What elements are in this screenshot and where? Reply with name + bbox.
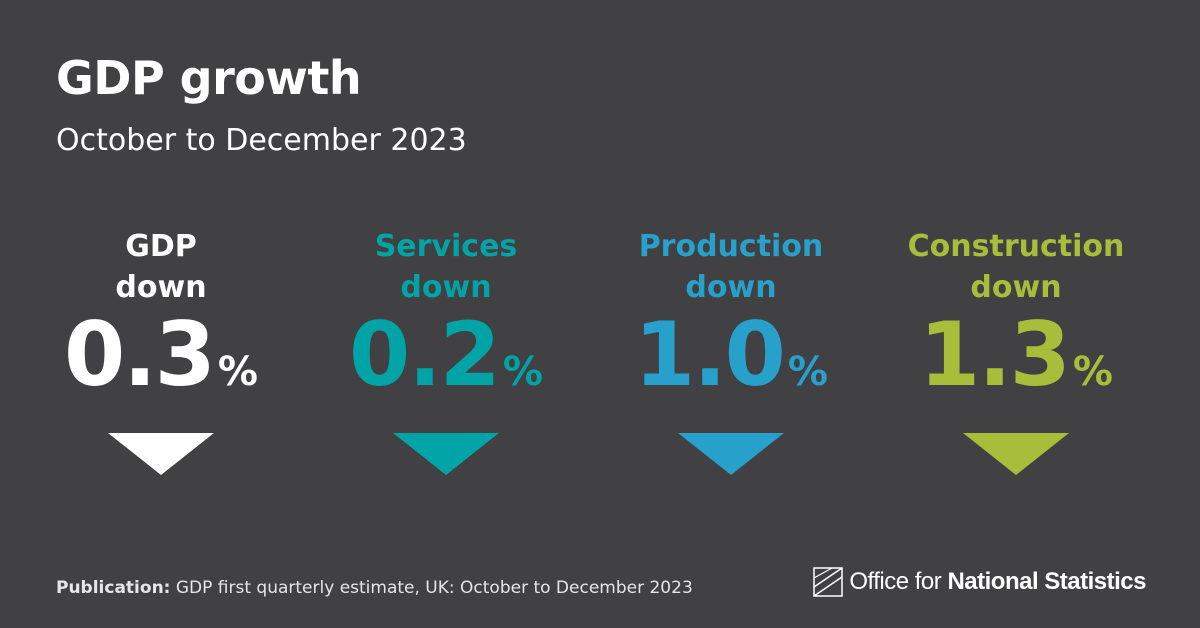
stat-gdp: GDP down 0.3%: [21, 226, 301, 475]
stat-unit: %: [502, 349, 543, 395]
stat-value: 1.3: [919, 303, 1071, 406]
stat-unit: %: [787, 349, 828, 395]
stat-label-line2: down: [400, 270, 492, 305]
stat-label-line1: Production: [638, 229, 824, 264]
stat-label-line2: down: [115, 270, 207, 305]
page-subtitle: October to December 2023: [56, 123, 467, 158]
stat-unit: %: [217, 349, 258, 395]
stat-label-line1: Services: [374, 229, 518, 264]
publication-text: GDP first quarterly estimate, UK: Octobe…: [170, 578, 693, 598]
page-title: GDP growth: [56, 51, 362, 105]
footer-publication: Publication: GDP first quarterly estimat…: [56, 576, 693, 600]
stat-label-line2: down: [685, 270, 777, 305]
publication-label: Publication:: [56, 578, 171, 598]
down-arrow-icon: [963, 433, 1069, 475]
down-arrow-icon: [393, 433, 499, 475]
stat-label-line1: GDP: [125, 229, 197, 264]
ons-logo-icon: [813, 567, 844, 597]
stat-value: 0.3: [64, 303, 216, 406]
stat-services: Services down 0.2%: [306, 226, 586, 475]
stat-construction: Construction down 1.3%: [876, 226, 1156, 475]
stat-production: Production down 1.0%: [591, 226, 871, 475]
stat-label-line2: down: [970, 270, 1062, 305]
logo-text-light: Office for: [849, 568, 948, 595]
logo-text-bold: National Statistics: [947, 568, 1146, 595]
stat-unit: %: [1072, 349, 1113, 395]
stat-value: 1.0: [634, 303, 786, 406]
down-arrow-icon: [108, 433, 214, 475]
down-arrow-icon: [678, 433, 784, 475]
ons-logo: Office for National Statistics: [813, 567, 1146, 597]
stat-value: 0.2: [349, 303, 501, 406]
stat-label-line1: Construction: [907, 229, 1125, 264]
